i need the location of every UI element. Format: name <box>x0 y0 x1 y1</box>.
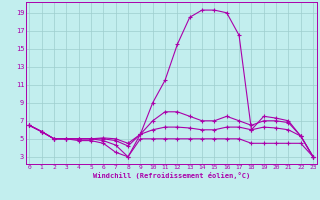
X-axis label: Windchill (Refroidissement éolien,°C): Windchill (Refroidissement éolien,°C) <box>92 172 250 179</box>
